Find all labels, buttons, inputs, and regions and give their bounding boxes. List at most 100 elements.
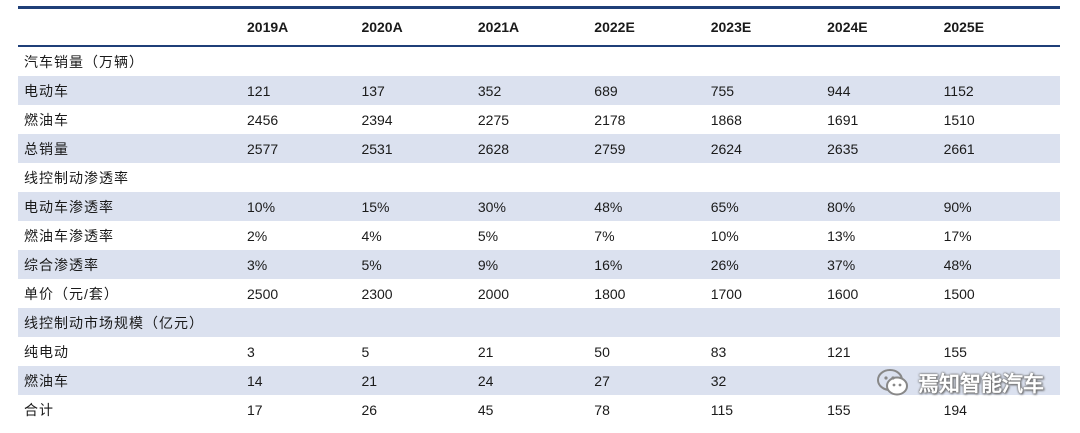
table-cell: 14 (247, 372, 263, 389)
header-cell: 2022E (594, 19, 635, 35)
table-cell: 21 (477, 343, 494, 360)
table-row: 电动车渗透率 10% 15% 30% 48% 65% 80% 90% (18, 192, 1060, 221)
table-header-rule (18, 45, 1060, 47)
table-cell: 1152 (943, 82, 974, 99)
table-cell: 5% (477, 227, 499, 244)
table-cell: 10% (247, 198, 276, 215)
table-cell: 1800 (594, 285, 626, 302)
table-cell: 80% (827, 198, 856, 215)
table-cell: 13% (827, 227, 856, 244)
table-cell: 2% (247, 227, 268, 244)
header-cell: 2019A (247, 19, 289, 35)
table-cell: 1700 (710, 285, 742, 302)
table-cell: 1691 (827, 111, 859, 128)
table-row: 燃油车 2456 2394 2275 2178 1868 1691 1510 (18, 105, 1060, 134)
table-top-rule (18, 6, 1060, 9)
row-label: 单价（元/套） (24, 285, 119, 302)
watermark: 焉知智能汽车 (876, 366, 1044, 400)
header-cell: 2021A (477, 19, 520, 35)
table-cell: 155 (943, 343, 967, 360)
table-cell: 65% (710, 198, 739, 215)
table-cell: 10% (710, 227, 739, 244)
table-cell: 1510 (943, 111, 975, 128)
table-cell: 48% (943, 256, 972, 273)
row-label: 综合渗透率 (24, 256, 99, 273)
table-cell: 3 (247, 343, 255, 360)
row-label: 燃油车渗透率 (24, 227, 114, 244)
table-cell: 15% (361, 198, 390, 215)
table-cell: 2275 (477, 111, 510, 128)
row-label: 燃油车 (24, 372, 69, 389)
row-label: 电动车渗透率 (24, 198, 114, 215)
table-cell: 2178 (594, 111, 626, 128)
table-cell: 24 (477, 372, 494, 389)
row-label: 汽车销量（万辆） (24, 53, 144, 70)
table-row: 线控制动市场规模（亿元） (18, 308, 1060, 337)
row-label: 线控制动市场规模（亿元） (24, 314, 204, 331)
table-cell: 2759 (594, 140, 626, 157)
table-cell: 689 (594, 82, 618, 99)
table-cell: 755 (710, 82, 735, 99)
table-cell: 2628 (477, 140, 510, 157)
table-cell: 2000 (477, 285, 510, 302)
table-cell: 4% (361, 227, 382, 244)
table-cell: 30% (477, 198, 506, 215)
table-cell: 944 (827, 82, 851, 99)
table-header-row: 2019A 2020A 2021A 2022E 2023E 2024E 2025… (18, 9, 1060, 45)
table-cell: 32 (710, 372, 727, 389)
watermark-text: 焉知智能汽车 (918, 373, 1044, 396)
table-cell: 2635 (827, 140, 859, 157)
table-cell: 1600 (827, 285, 859, 302)
table-cell: 78 (594, 401, 610, 418)
header-cell: 2023E (710, 19, 752, 35)
table-row: 合计 17 26 45 78 115 155 194 (18, 395, 1060, 424)
table-cell: 48% (594, 198, 623, 215)
table-cell: 2624 (710, 140, 742, 157)
table-cell: 17 (247, 401, 263, 418)
table-cell: 115 (710, 401, 734, 418)
row-label: 线控制动渗透率 (24, 169, 129, 186)
header-cell: 2025E (943, 19, 985, 35)
table-cell: 26% (710, 256, 739, 273)
table-cell: 7% (594, 227, 615, 244)
table-cell: 90% (943, 198, 972, 215)
table-row: 总销量 2577 2531 2628 2759 2624 2635 2661 (18, 134, 1060, 163)
table-cell: 26 (361, 401, 378, 418)
table-cell: 45 (477, 401, 494, 418)
table-cell: 121 (247, 82, 271, 99)
row-label: 总销量 (24, 140, 69, 157)
table-cell: 137 (361, 82, 385, 99)
wechat-icon (877, 369, 908, 396)
table-cell: 83 (710, 343, 727, 360)
table-cell: 2531 (361, 140, 393, 157)
header-cell: 2020A (361, 19, 403, 35)
table-cell: 2394 (361, 111, 393, 128)
row-label: 燃油车 (24, 111, 69, 128)
table-cell: 2500 (247, 285, 279, 302)
table-row: 线控制动渗透率 (18, 163, 1060, 192)
table-cell: 16% (594, 256, 623, 273)
table-cell: 21 (361, 372, 378, 389)
table-row: 汽车销量（万辆） (18, 47, 1060, 76)
table-row: 燃油车渗透率 2% 4% 5% 7% 10% 13% 17% (18, 221, 1060, 250)
table-cell: 2456 (247, 111, 279, 128)
table-cell: 2577 (247, 140, 279, 157)
header-cell: 2024E (827, 19, 868, 35)
table-cell: 37% (827, 256, 856, 273)
table-cell: 121 (827, 343, 851, 360)
table-cell: 50 (594, 343, 610, 360)
table-cell: 3% (247, 256, 268, 273)
table-cell: 2300 (361, 285, 393, 302)
table-cell: 155 (827, 401, 851, 418)
row-label: 电动车 (24, 82, 69, 99)
table-row: 单价（元/套） 2500 2300 2000 1800 1700 1600 1500 (18, 279, 1060, 308)
data-table: 2019A 2020A 2021A 2022E 2023E 2024E 2025… (18, 6, 1060, 424)
table-cell: 1500 (943, 285, 975, 302)
table-cell: 352 (477, 82, 502, 99)
row-label: 合计 (24, 401, 54, 418)
table-cell: 1868 (710, 111, 742, 128)
table-cell: 5% (361, 256, 382, 273)
table-cell: 27 (594, 372, 610, 389)
table-row: 电动车 121 137 352 689 755 944 1152 (18, 76, 1060, 105)
table-cell: 9% (477, 256, 499, 273)
